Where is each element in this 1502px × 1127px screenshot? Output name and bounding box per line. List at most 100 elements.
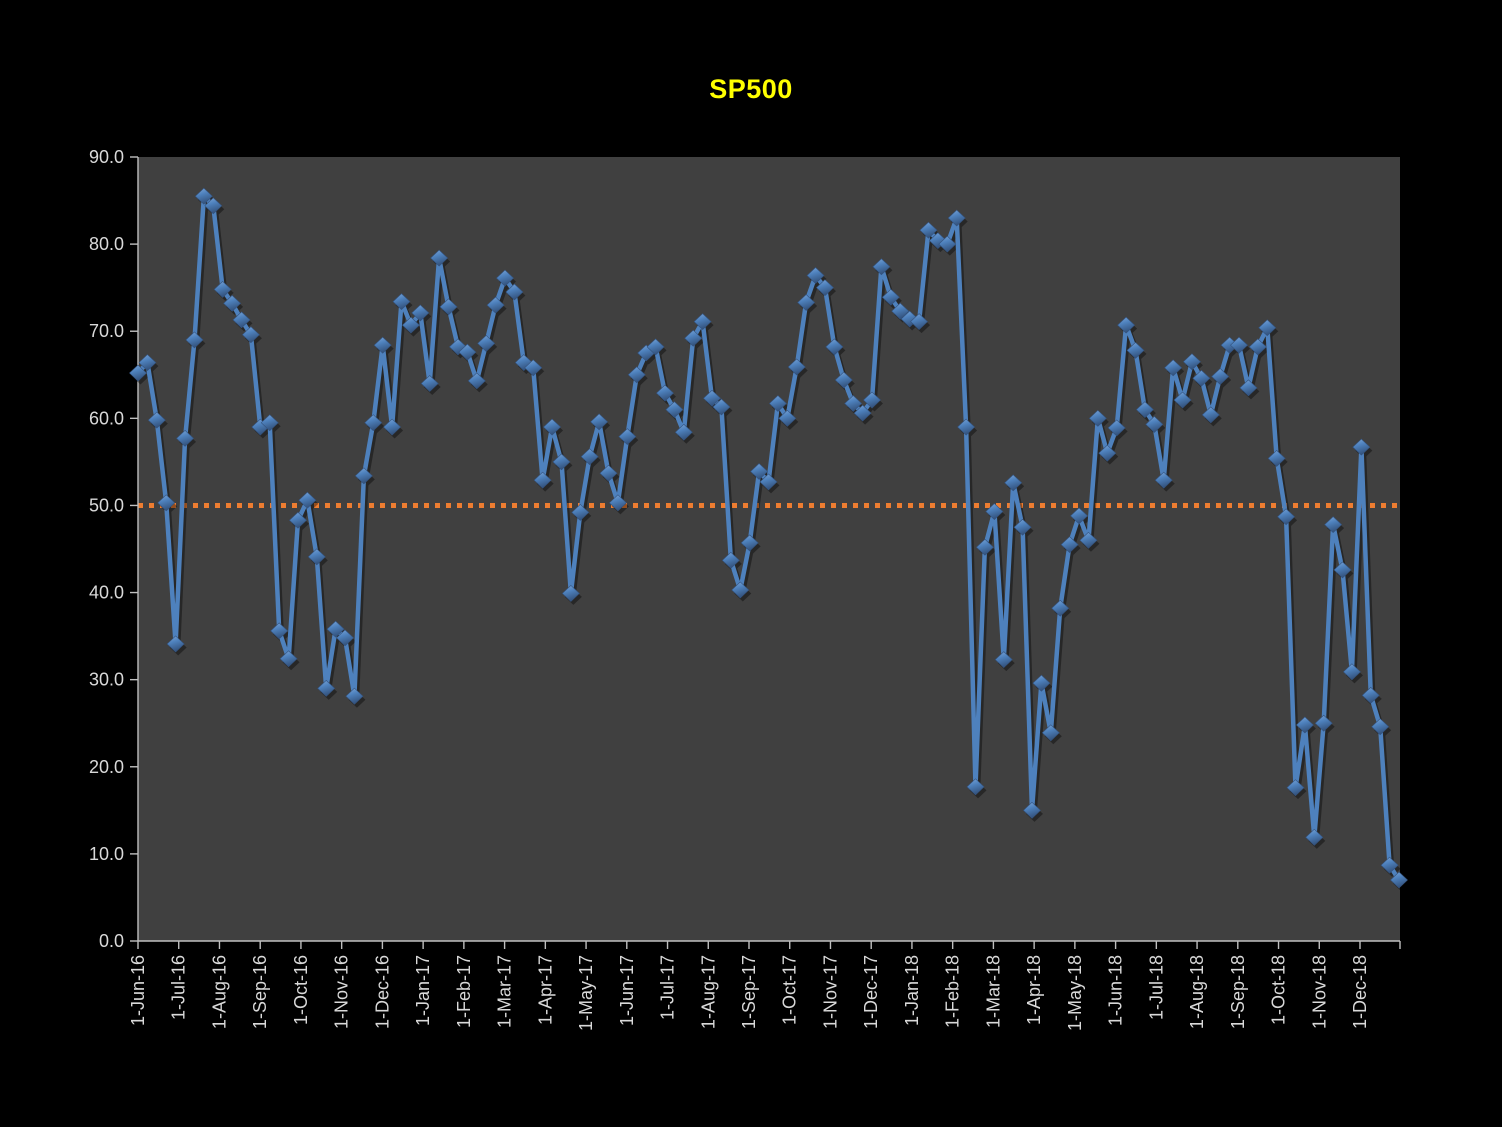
data-point-marker xyxy=(1192,369,1211,387)
data-point-marker xyxy=(1248,338,1267,356)
x-tick-label: 1-Dec-16 xyxy=(372,955,392,1029)
x-tick-label: 1-Apr-18 xyxy=(1024,955,1044,1025)
data-point-marker xyxy=(919,221,938,239)
data-point-marker xyxy=(1088,409,1107,427)
data-point-marker xyxy=(684,329,703,347)
data-point-marker xyxy=(1239,379,1258,397)
data-point-marker xyxy=(768,395,787,412)
data-point-marker xyxy=(1258,319,1277,337)
data-point-marker xyxy=(307,548,326,566)
data-point-marker xyxy=(147,411,166,429)
x-tick-label: 1-May-18 xyxy=(1065,955,1085,1031)
data-point-marker xyxy=(985,503,1004,520)
data-point-marker xyxy=(703,389,721,407)
data-point-marker xyxy=(1333,561,1352,579)
data-point-marker xyxy=(881,288,900,306)
y-tick-label: 30.0 xyxy=(89,670,124,690)
data-point-marker xyxy=(458,343,477,361)
data-point-marker xyxy=(674,423,693,441)
x-tick-label: 1-Jul-16 xyxy=(169,955,189,1020)
data-point-marker xyxy=(712,398,731,416)
data-point-marker xyxy=(599,464,618,482)
data-point-marker xyxy=(392,293,411,311)
data-point-marker xyxy=(401,316,420,334)
data-point-marker xyxy=(976,538,994,556)
data-point-marker xyxy=(1135,401,1154,419)
data-point-marker xyxy=(185,331,204,349)
x-tick-label: 1-Nov-17 xyxy=(820,955,840,1029)
data-point-marker xyxy=(373,336,392,354)
x-tick-label: 1-Mar-18 xyxy=(983,955,1003,1028)
data-point-marker xyxy=(816,279,834,297)
data-point-marker xyxy=(590,413,609,431)
x-tick-label: 1-Oct-18 xyxy=(1269,955,1289,1025)
data-point-marker xyxy=(317,679,336,697)
data-point-marker xyxy=(938,235,957,253)
data-point-marker xyxy=(1107,419,1126,437)
data-point-marker xyxy=(966,778,985,796)
data-point-marker xyxy=(289,511,307,529)
y-tick-label: 80.0 xyxy=(89,234,124,254)
data-point-marker xyxy=(477,335,496,352)
data-point-marker xyxy=(1305,828,1324,846)
data-point-marker xyxy=(176,429,194,447)
data-point-marker xyxy=(157,494,176,512)
data-point-marker xyxy=(204,197,223,215)
data-point-marker xyxy=(1201,406,1220,424)
data-point-marker xyxy=(1041,724,1060,742)
x-tick-label: 1-Aug-18 xyxy=(1187,955,1207,1029)
data-point-marker xyxy=(336,629,354,647)
data-point-marker xyxy=(345,687,364,705)
y-tick-label: 20.0 xyxy=(89,757,124,777)
data-point-marker xyxy=(1324,516,1343,534)
data-point-marker xyxy=(467,372,486,390)
data-point-marker xyxy=(232,311,251,329)
data-point-marker xyxy=(618,428,637,446)
data-point-marker xyxy=(853,404,872,422)
data-point-marker xyxy=(1343,663,1361,681)
data-point-marker xyxy=(665,401,684,419)
data-point-marker xyxy=(1380,856,1399,874)
x-tick-label: 1-Oct-16 xyxy=(291,955,311,1025)
data-point-marker xyxy=(1211,368,1230,385)
data-point-marker xyxy=(1126,341,1145,359)
y-tick-label: 70.0 xyxy=(89,321,124,341)
data-point-marker xyxy=(552,453,571,471)
data-point-marker xyxy=(241,326,260,344)
data-point-marker xyxy=(1070,507,1088,525)
data-point-marker xyxy=(834,371,853,389)
y-tick-label: 10.0 xyxy=(89,844,124,864)
data-point-marker xyxy=(383,418,402,436)
data-point-marker xyxy=(1183,353,1201,371)
x-tick-label: 1-Dec-17 xyxy=(861,955,881,1029)
x-tick-label: 1-Aug-16 xyxy=(209,955,229,1029)
data-point-marker xyxy=(1145,416,1164,433)
data-point-marker xyxy=(1361,686,1380,704)
data-point-marker xyxy=(364,414,383,432)
data-point-marker xyxy=(797,294,816,311)
data-point-marker xyxy=(957,418,976,436)
x-tick-label: 1-Jan-18 xyxy=(902,955,922,1026)
data-point-marker xyxy=(524,359,543,377)
x-tick-label: 1-Jan-17 xyxy=(413,955,433,1026)
data-point-marker xyxy=(571,504,590,521)
chart-title: SP500 xyxy=(709,74,793,104)
data-point-marker xyxy=(947,209,966,227)
data-point-marker xyxy=(863,391,881,409)
x-tick-label: 1-Oct-17 xyxy=(780,955,800,1025)
x-tick-label: 1-Jun-17 xyxy=(617,955,637,1026)
data-point-marker xyxy=(1051,599,1070,617)
x-tick-label: 1-Aug-17 xyxy=(698,955,718,1029)
x-tick-label: 1-Mar-17 xyxy=(495,955,515,1028)
data-point-marker xyxy=(787,358,806,376)
y-tick-label: 60.0 xyxy=(89,408,124,428)
data-point-marker xyxy=(496,269,514,287)
data-point-marker xyxy=(279,650,298,668)
data-point-marker xyxy=(1295,716,1314,734)
data-point-marker xyxy=(806,267,825,284)
data-point-marker xyxy=(1032,674,1051,692)
data-point-marker xyxy=(270,622,289,640)
x-tick-label: 1-Jun-16 xyxy=(128,955,148,1026)
